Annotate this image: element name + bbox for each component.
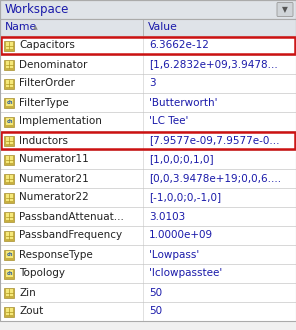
- Bar: [4, 269, 14, 279]
- Bar: [6, 213, 12, 220]
- Text: 50: 50: [149, 287, 162, 298]
- Text: 50: 50: [149, 307, 162, 316]
- Bar: [4, 154, 14, 164]
- Text: PassbandAttenuat...: PassbandAttenuat...: [19, 212, 124, 221]
- Text: [-1,0,0;0,-1,0]: [-1,0,0;0,-1,0]: [149, 192, 221, 203]
- Bar: [6, 270, 12, 277]
- Bar: [6, 137, 12, 144]
- Bar: [4, 59, 14, 70]
- Text: h: h: [9, 252, 12, 257]
- FancyBboxPatch shape: [277, 3, 293, 16]
- Bar: [6, 289, 12, 296]
- Text: [1,6.2832e+09,3.9478...: [1,6.2832e+09,3.9478...: [149, 59, 278, 70]
- Text: c: c: [7, 271, 10, 276]
- Text: Zout: Zout: [19, 307, 43, 316]
- Bar: [6, 99, 12, 106]
- Text: 'Butterworth': 'Butterworth': [149, 97, 218, 108]
- Text: Numerator11: Numerator11: [19, 154, 89, 164]
- Text: ResponseType: ResponseType: [19, 249, 93, 259]
- Bar: [4, 41, 14, 50]
- Bar: [0, 36, 296, 55]
- Text: Topology: Topology: [19, 269, 65, 279]
- Text: c: c: [7, 119, 10, 124]
- Bar: [0, 207, 296, 226]
- Bar: [0, 19, 296, 36]
- Bar: [6, 175, 12, 182]
- Bar: [0, 302, 296, 321]
- Text: Numerator21: Numerator21: [19, 174, 89, 183]
- Text: 'LC Tee': 'LC Tee': [149, 116, 188, 126]
- Bar: [0, 74, 296, 93]
- Text: Numerator22: Numerator22: [19, 192, 89, 203]
- Bar: [4, 174, 14, 183]
- Bar: [0, 245, 296, 264]
- Bar: [4, 192, 14, 203]
- Text: h: h: [9, 271, 12, 276]
- Bar: [6, 61, 12, 68]
- Bar: [6, 80, 12, 87]
- Bar: [1, 37, 295, 54]
- Bar: [6, 42, 12, 49]
- Text: 'Lowpass': 'Lowpass': [149, 249, 199, 259]
- Bar: [6, 232, 12, 239]
- Bar: [4, 97, 14, 108]
- Bar: [4, 116, 14, 126]
- Text: Denominator: Denominator: [19, 59, 87, 70]
- Text: c: c: [7, 252, 10, 257]
- Bar: [0, 283, 296, 302]
- Text: c: c: [7, 100, 10, 105]
- Text: 3.0103: 3.0103: [149, 212, 185, 221]
- Text: FilterType: FilterType: [19, 97, 69, 108]
- Bar: [4, 136, 14, 146]
- Bar: [4, 287, 14, 298]
- Text: FilterOrder: FilterOrder: [19, 79, 75, 88]
- Bar: [0, 150, 296, 169]
- Bar: [4, 79, 14, 88]
- Text: Workspace: Workspace: [5, 3, 69, 16]
- Text: Name: Name: [5, 22, 37, 32]
- Bar: [4, 212, 14, 221]
- Text: h: h: [9, 100, 12, 105]
- Bar: [0, 264, 296, 283]
- Bar: [0, 93, 296, 112]
- Bar: [6, 308, 12, 315]
- Text: ▲: ▲: [33, 25, 38, 30]
- Text: Zin: Zin: [19, 287, 36, 298]
- Bar: [6, 194, 12, 201]
- Bar: [4, 249, 14, 259]
- Text: Inductors: Inductors: [19, 136, 68, 146]
- Bar: [0, 0, 296, 19]
- Bar: [0, 131, 296, 150]
- Text: [7.9577e-09,7.9577e-0...: [7.9577e-09,7.9577e-0...: [149, 136, 279, 146]
- Bar: [0, 169, 296, 188]
- Text: PassbandFrequency: PassbandFrequency: [19, 230, 122, 241]
- Text: 6.3662e-12: 6.3662e-12: [149, 41, 209, 50]
- Bar: [0, 112, 296, 131]
- Text: Value: Value: [148, 22, 178, 32]
- Bar: [0, 55, 296, 74]
- Text: h: h: [9, 119, 12, 124]
- Text: [0,0,3.9478e+19;0,0,6....: [0,0,3.9478e+19;0,0,6....: [149, 174, 281, 183]
- Text: 1.0000e+09: 1.0000e+09: [149, 230, 213, 241]
- Text: 3: 3: [149, 79, 156, 88]
- Bar: [4, 230, 14, 241]
- Text: 'lclowpasstee': 'lclowpasstee': [149, 269, 222, 279]
- Text: [1,0,0;0,1,0]: [1,0,0;0,1,0]: [149, 154, 214, 164]
- Text: ▼: ▼: [282, 5, 288, 14]
- Bar: [0, 188, 296, 207]
- Bar: [4, 307, 14, 316]
- Text: Capacitors: Capacitors: [19, 41, 75, 50]
- Bar: [6, 251, 12, 258]
- Text: Implementation: Implementation: [19, 116, 102, 126]
- Bar: [1, 132, 295, 149]
- Bar: [0, 226, 296, 245]
- Bar: [6, 118, 12, 125]
- Bar: [6, 156, 12, 163]
